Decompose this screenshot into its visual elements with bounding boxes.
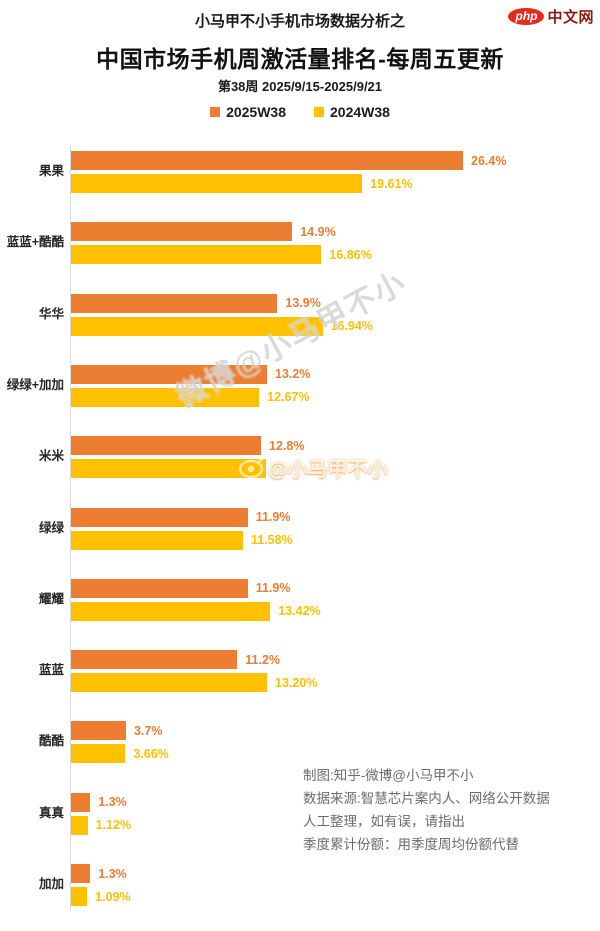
y-axis-line [70, 145, 71, 911]
category-label: 真真 [38, 805, 64, 820]
category-label: 蓝蓝+酷酷 [6, 235, 64, 250]
category-label: 加加 [38, 877, 64, 891]
credits-line-4: 季度累计份额：用季度周均份额代替 [303, 837, 519, 852]
legend-swatch-icon [314, 107, 324, 117]
page-title: 中国市场手机周激活量排名-每周五更新 [96, 46, 504, 72]
bar-2024W38 [71, 601, 271, 621]
bar-group: 蓝蓝 11.2% 13.20% [0, 650, 600, 696]
bar-value-2024W38: 3.66% [133, 746, 169, 761]
category-label: 酷酷 [38, 734, 64, 749]
credits-line-3: 人工整理，如有误，请指出 [303, 814, 465, 829]
bar-value-2025W38: 13.2% [275, 367, 311, 382]
bar-2025W38 [71, 864, 91, 883]
php-logo-text: 中文网 [547, 9, 594, 26]
bar-value-2025W38: 11.9% [255, 581, 291, 596]
pretitle: 小马甲不小手机市场数据分析之 [194, 13, 405, 30]
bar-value-2025W38: 1.3% [98, 795, 127, 810]
bar-value-2024W38: 1.12% [95, 818, 132, 833]
bar-group: 绿绿 11.9% 11.58% [0, 507, 600, 554]
bar-value-2024W38: 11.58% [250, 533, 293, 547]
bar-value-2025W38: 14.9% [300, 224, 336, 239]
bar-2025W38 [71, 507, 248, 527]
category-label: 绿绿+加加 [6, 377, 64, 392]
bar-2024W38 [71, 744, 126, 764]
php-logo-badge-icon: php [508, 8, 545, 25]
bar-2025W38 [71, 364, 267, 384]
bar-value-2024W38: 12.67% [267, 390, 310, 405]
bar-value-2025W38: 1.3% [98, 866, 127, 881]
bar-value-2024W38: 16.86% [329, 247, 372, 262]
category-label: 绿绿 [38, 520, 64, 535]
category-label: 耀耀 [38, 591, 64, 606]
legend-item-2025W38: 2025W38 [210, 104, 286, 120]
bar-2025W38 [71, 578, 248, 598]
bar-group: 加加 1.3% 1.09% [0, 864, 600, 910]
bar-group: 耀耀 11.9% 13.42% [0, 578, 600, 625]
legend-swatch-icon [210, 107, 221, 117]
bar-group: 真真 1.3% 1.12% [0, 792, 600, 839]
bar-value-2025W38: 13.9% [285, 296, 321, 311]
bar-2024W38 [71, 887, 88, 906]
bar-group: 果果 26.4% 19.61% [0, 151, 600, 197]
bar-2024W38 [71, 530, 243, 550]
legend-label: 2024W38 [330, 104, 390, 120]
bar-group: 米米 12.8% [0, 436, 600, 482]
bar-value-2024W38: 19.61% [370, 176, 413, 191]
bar-2024W38 [71, 245, 322, 265]
category-label: 果果 [38, 164, 64, 178]
chart-legend: 2025W38 2024W38 [0, 104, 600, 120]
bar-2025W38 [71, 151, 463, 170]
bar-2024W38 [71, 815, 88, 835]
credits-line-1: 制图:知乎-微博@小马甲不小 [303, 768, 474, 783]
bar-value-2025W38: 12.8% [269, 438, 305, 453]
credits-line-2: 数据来源:智慧芯片案内人、网络公开数据 [303, 791, 550, 806]
bar-2024W38 [71, 174, 363, 193]
bar-value-2024W38: 16.94% [330, 319, 373, 334]
bar-2025W38 [71, 721, 126, 741]
credits-block: 制图:知乎-微博@小马甲不小数据来源:智慧芯片案内人、网络公开数据 人工整理，如有… [303, 768, 550, 853]
bar-value-2025W38: 11.9% [255, 510, 291, 524]
bar-2025W38 [71, 650, 238, 670]
bar-2024W38 [71, 459, 266, 479]
category-label: 米米 [38, 449, 64, 464]
bar-value-2024W38: 1.09% [95, 889, 131, 904]
legend-label: 2025W38 [226, 104, 286, 120]
bar-2025W38 [71, 293, 278, 313]
bar-value-2025W38: 11.2% [245, 652, 281, 667]
bar-2024W38 [71, 316, 323, 336]
subtitle-week-range: 第38周 2025/9/15-2025/9/21 [217, 79, 383, 94]
php-cn-logo: php 中文网 [508, 6, 594, 27]
bar-group: 华华 13.9% 16.94% [0, 293, 600, 340]
bar-group: 绿绿+加加 13.2% 12.67% [0, 364, 600, 411]
bar-value-2025W38: 26.4% [471, 153, 507, 168]
bar-group: 酷酷 3.7% 3.66% [0, 721, 600, 767]
bar-2024W38 [71, 673, 267, 693]
bar-2025W38 [71, 222, 293, 242]
bar-value-2025W38: 3.7% [133, 723, 163, 738]
category-label: 蓝蓝 [38, 663, 64, 678]
bar-value-2024W38: 13.20% [275, 675, 318, 690]
category-label: 华华 [38, 306, 64, 321]
bar-group: 蓝蓝+酷酷 14.9% 16.86% [0, 222, 600, 268]
bar-2025W38 [71, 792, 91, 812]
bar-2024W38 [71, 387, 260, 407]
legend-item-2024W38: 2024W38 [314, 104, 390, 120]
bar-value-2024W38: 13.42% [278, 604, 321, 619]
bar-2025W38 [71, 436, 262, 456]
